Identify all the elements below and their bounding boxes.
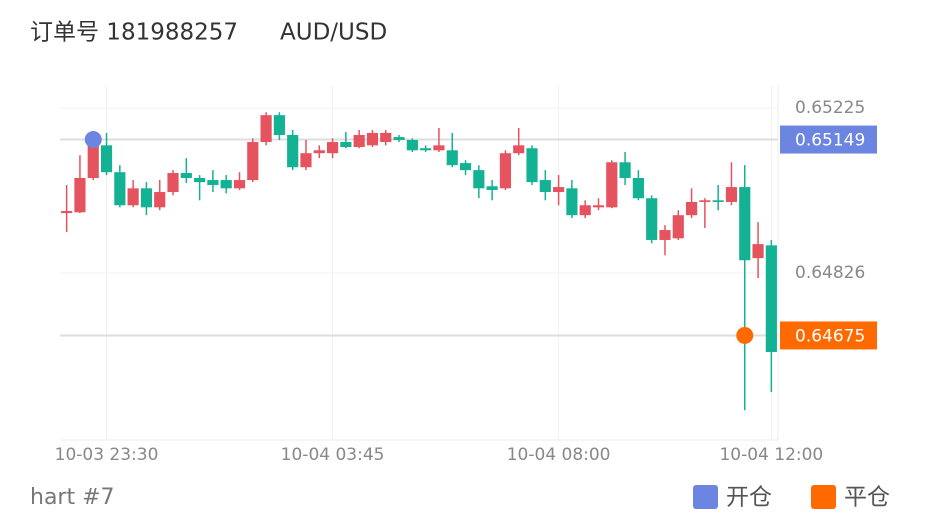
candle-body [526, 148, 538, 183]
candle-body [685, 201, 698, 216]
candle-body [207, 180, 219, 186]
price-box [780, 321, 877, 350]
price-box [780, 125, 877, 154]
symbol: AUD/USD [280, 20, 387, 46]
candle-body [592, 205, 605, 208]
candle-body [486, 186, 498, 190]
candle-body [433, 145, 445, 151]
trade-marker [736, 326, 754, 344]
candle-body [659, 230, 671, 240]
candle-body [273, 115, 285, 136]
candle-body [287, 135, 299, 168]
x-tick-label: 10-04 03:45 [281, 445, 385, 465]
candle-body [406, 139, 418, 151]
candle-body [420, 148, 432, 151]
x-tick-label: 10-04 08:00 [507, 445, 611, 465]
candle-body [326, 142, 339, 154]
candle-body [74, 177, 86, 213]
y-tick-label: 0.64826 [795, 263, 865, 283]
candle-body [473, 170, 485, 189]
candle-body [380, 132, 392, 143]
candle-body [194, 177, 206, 183]
candle-body [61, 211, 73, 214]
candle-body [233, 180, 246, 189]
price-label: 0.65149 [795, 131, 865, 151]
candle-body [632, 177, 644, 199]
candle-body [566, 188, 578, 216]
candle-body [220, 180, 232, 189]
candle-body [167, 173, 179, 193]
candle-body [300, 153, 312, 168]
legend-swatch [693, 485, 718, 509]
candle-body [712, 200, 724, 202]
trade-marker [84, 131, 102, 149]
x-tick-label: 10-04 12:00 [719, 445, 823, 465]
candle-body [672, 215, 684, 239]
legend-label: 平仓 [844, 485, 890, 511]
candle-body [499, 153, 512, 189]
candle-body [393, 137, 405, 140]
candle-body [725, 187, 738, 202]
chart-title: 订单号 181988257 [30, 20, 238, 46]
legend-label: 开仓 [726, 485, 772, 511]
candle-body [140, 188, 153, 208]
candle-body [553, 187, 565, 193]
candle-body [366, 132, 379, 146]
candle-body [180, 173, 192, 178]
candle-body [100, 145, 113, 173]
candle-body [127, 188, 139, 206]
candle-body [154, 192, 166, 208]
candle-body [513, 145, 525, 154]
candle-body [646, 198, 658, 240]
candle-body [353, 135, 365, 147]
candle-body [739, 187, 751, 261]
candle-body [619, 162, 631, 178]
candle-body [87, 145, 99, 178]
candle-body [606, 162, 618, 208]
candle-body [699, 200, 711, 202]
candle-body [260, 115, 272, 143]
y-tick-label: 0.65225 [795, 98, 865, 118]
legend-swatch [811, 485, 836, 509]
candle-body [539, 180, 551, 193]
candle-body [114, 172, 126, 206]
footer: hart #7 [30, 485, 115, 510]
candle-body [579, 205, 591, 216]
price-label: 0.64675 [795, 326, 865, 346]
candle-body [446, 150, 458, 166]
candle-body [247, 142, 259, 181]
candle-body [459, 163, 472, 171]
candle-body [765, 245, 777, 352]
candle-body [752, 244, 764, 259]
candle-body [313, 150, 325, 154]
x-tick-label: 10-03 23:30 [55, 445, 159, 465]
candle-body [340, 142, 352, 147]
